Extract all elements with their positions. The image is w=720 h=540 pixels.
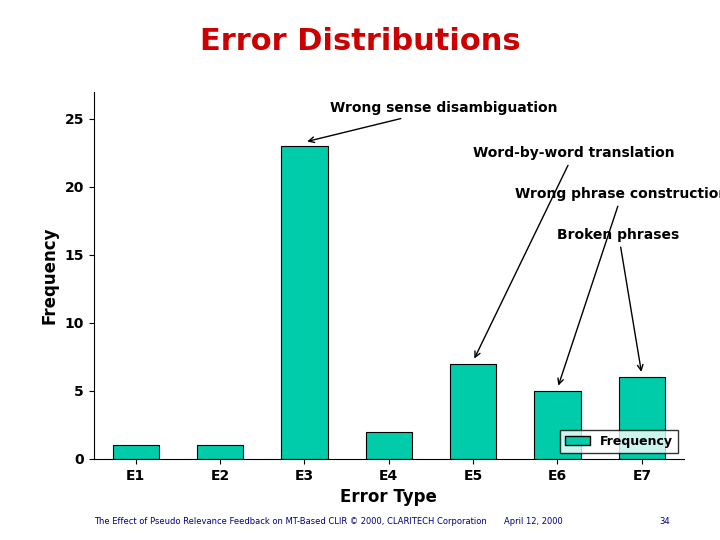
Text: Broken phrases: Broken phrases bbox=[557, 227, 680, 370]
Text: April 12, 2000: April 12, 2000 bbox=[504, 517, 563, 526]
Bar bbox=[197, 446, 243, 459]
Bar bbox=[112, 446, 159, 459]
Bar bbox=[282, 146, 328, 459]
X-axis label: Error Type: Error Type bbox=[341, 488, 437, 507]
Bar bbox=[618, 377, 665, 459]
Bar bbox=[534, 391, 580, 459]
Text: The Effect of Pseudo Relevance Feedback on MT-Based CLIR © 2000, CLARITECH Corpo: The Effect of Pseudo Relevance Feedback … bbox=[94, 517, 486, 526]
Legend: Frequency: Frequency bbox=[559, 430, 678, 453]
Bar bbox=[450, 364, 496, 459]
Bar bbox=[366, 432, 412, 459]
Text: Error Distributions: Error Distributions bbox=[199, 27, 521, 56]
Text: 34: 34 bbox=[659, 517, 670, 526]
Y-axis label: Frequency: Frequency bbox=[41, 227, 59, 324]
Text: Wrong sense disambiguation: Wrong sense disambiguation bbox=[309, 101, 557, 143]
Text: Word-by-word translation: Word-by-word translation bbox=[473, 146, 675, 357]
Text: Wrong phrase construction: Wrong phrase construction bbox=[516, 187, 720, 384]
